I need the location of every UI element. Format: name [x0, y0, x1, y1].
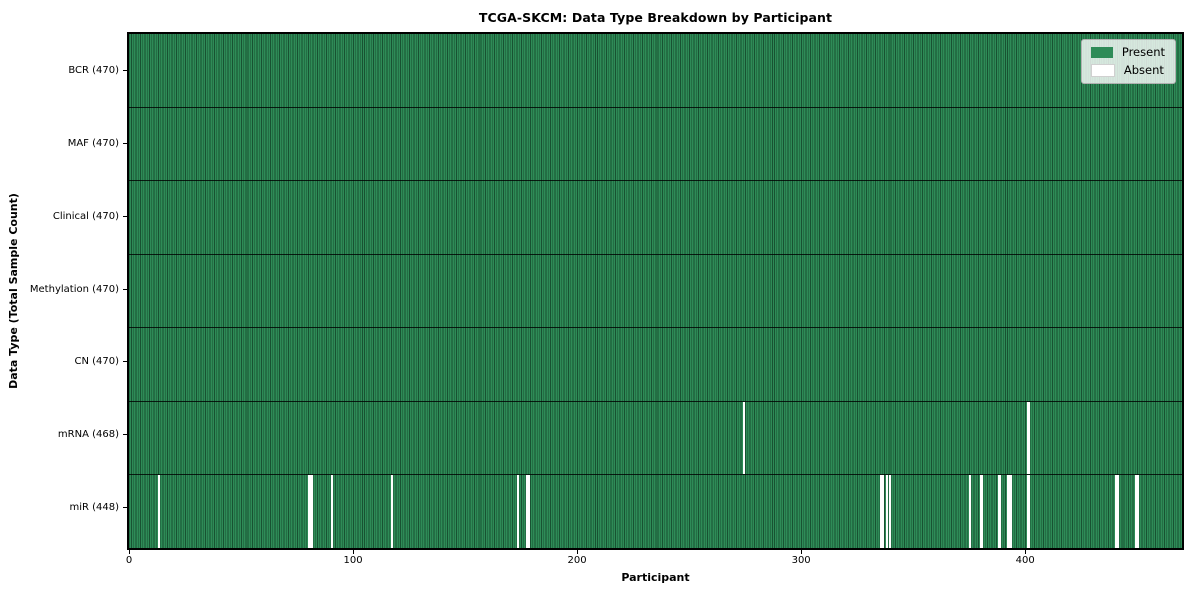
- absent-stripe: [527, 475, 531, 549]
- absent-stripe: [1009, 475, 1012, 549]
- y-tick-mark: [123, 215, 127, 217]
- heatmap-row-clinical: [129, 181, 1182, 255]
- y-tick-mark: [123, 69, 127, 71]
- present-swatch: [1090, 47, 1113, 58]
- legend-item-present: Present: [1090, 45, 1165, 59]
- absent-stripe: [310, 475, 313, 549]
- absent-stripe: [1007, 475, 1010, 549]
- heatmap-row-maf: [129, 107, 1182, 182]
- x-tick-mark: [800, 550, 802, 554]
- y-tick-mark: [123, 507, 127, 509]
- plot-area: Present Absent: [127, 32, 1184, 550]
- y-tick-mark: [123, 361, 127, 363]
- absent-stripe: [1134, 475, 1138, 549]
- heatmap-rows: [129, 34, 1182, 549]
- absent-stripe: [980, 475, 983, 549]
- x-tick-label: 200: [567, 555, 587, 566]
- heatmap-row-cn: [129, 328, 1182, 402]
- absent-stripe: [888, 475, 891, 549]
- y-tick-mark: [123, 142, 127, 144]
- absent-stripe: [1137, 475, 1140, 549]
- x-tick-mark: [128, 550, 130, 554]
- absent-stripe: [525, 475, 528, 549]
- y-tick-label: BCR (470): [68, 64, 119, 76]
- y-tick-label: Clinical (470): [52, 210, 119, 222]
- absent-stripe: [742, 401, 746, 475]
- absent-stripe: [1114, 475, 1118, 549]
- x-tick-mark: [1024, 550, 1026, 554]
- x-tick-label: 300: [791, 555, 811, 566]
- y-tick-mark: [123, 288, 127, 290]
- heatmap-row-mrna: [129, 401, 1182, 476]
- heatmap-row-methylation: [129, 254, 1182, 329]
- absent-stripe: [879, 475, 882, 549]
- legend-present-label: Present: [1121, 45, 1165, 59]
- x-tick-mark: [352, 550, 354, 554]
- heatmap-row-mir: [129, 475, 1182, 549]
- absent-stripe: [1117, 475, 1120, 549]
- absent-stripe: [308, 475, 311, 549]
- absent-stripe: [886, 475, 889, 549]
- absent-swatch: [1090, 64, 1115, 77]
- absent-stripe: [881, 475, 885, 549]
- x-axis-label: Participant: [621, 571, 690, 584]
- absent-stripe: [998, 475, 1001, 549]
- y-tick-label: CN (470): [74, 356, 119, 368]
- y-tick-label: mRNA (468): [57, 429, 119, 441]
- absent-stripe: [1027, 401, 1030, 475]
- y-tick-label: MAF (470): [67, 137, 119, 149]
- y-tick-label: Methylation (470): [29, 283, 119, 295]
- legend-item-absent: Absent: [1090, 63, 1165, 77]
- absent-stripe: [516, 475, 519, 549]
- legend: Present Absent: [1080, 39, 1176, 84]
- heatmap-row-bcr: [129, 34, 1182, 108]
- absent-stripe: [391, 475, 394, 549]
- x-tick-label: 0: [125, 555, 133, 566]
- legend-absent-label: Absent: [1123, 63, 1164, 77]
- y-tick-label: miR (448): [69, 502, 119, 514]
- x-tick-mark: [576, 550, 578, 554]
- absent-stripe: [969, 475, 972, 549]
- chart-title: TCGA-SKCM: Data Type Breakdown by Partic…: [478, 10, 833, 25]
- x-tick-label: 400: [1015, 555, 1035, 566]
- absent-stripe: [330, 475, 333, 549]
- y-tick-mark: [123, 434, 127, 436]
- absent-stripe: [1027, 475, 1030, 549]
- x-tick-label: 100: [343, 555, 363, 566]
- absent-stripe: [158, 475, 161, 549]
